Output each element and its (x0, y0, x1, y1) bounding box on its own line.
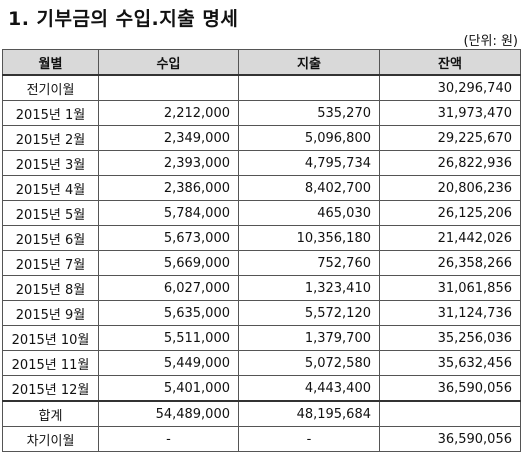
table-row: 2015년 4월 2,386,000 8,402,700 20,806,236 (2, 175, 521, 201)
carried-in-expense (238, 74, 380, 101)
month-cell: 2015년 12월 (2, 375, 99, 402)
table-row: 2015년 2월 2,349,000 5,096,800 29,225,670 (2, 125, 521, 151)
month-cell: 2015년 3월 (2, 150, 99, 176)
donation-ledger-table: 월별 수입 지출 잔액 전기이월 30,296,740 2015년 1월 2,21… (2, 49, 521, 452)
carried-out-row: 차기이월 - - 36,590,056 (2, 426, 521, 452)
total-income: 54,489,000 (98, 400, 239, 427)
income-cell: 5,635,000 (98, 300, 239, 326)
table-row: 2015년 11월 5,449,000 5,072,580 35,632,456 (2, 350, 521, 376)
income-cell: 5,784,000 (98, 200, 239, 226)
income-cell: 5,449,000 (98, 350, 239, 376)
expense-cell: 4,795,734 (238, 150, 380, 176)
expense-cell: 535,270 (238, 100, 380, 126)
table-row: 2015년 9월 5,635,000 5,572,120 31,124,736 (2, 300, 521, 326)
table-row: 2015년 1월 2,212,000 535,270 31,973,470 (2, 100, 521, 126)
header-expense: 지출 (238, 49, 380, 76)
table-row: 2015년 10월 5,511,000 1,379,700 35,256,036 (2, 325, 521, 351)
expense-cell: 1,323,410 (238, 275, 380, 301)
header-month: 월별 (2, 49, 99, 76)
expense-cell: 465,030 (238, 200, 380, 226)
carried-in-row: 전기이월 30,296,740 (2, 74, 521, 101)
unit-note: (단위: 원) (463, 34, 518, 49)
expense-cell: 4,443,400 (238, 375, 380, 402)
income-cell: 2,393,000 (98, 150, 239, 176)
carried-out-income: - (98, 426, 239, 452)
month-cell: 2015년 8월 (2, 275, 99, 301)
ledger-body: 전기이월 30,296,740 2015년 1월 2,212,000 535,270… (2, 74, 521, 452)
expense-cell: 5,072,580 (238, 350, 380, 376)
month-cell: 2015년 9월 (2, 300, 99, 326)
total-balance (379, 400, 521, 427)
expense-cell: 5,096,800 (238, 125, 380, 151)
table-row: 2015년 3월 2,393,000 4,795,734 26,822,936 (2, 150, 521, 176)
balance-cell: 35,256,036 (379, 325, 521, 351)
carried-in-label: 전기이월 (2, 74, 99, 101)
balance-cell: 26,125,206 (379, 200, 521, 226)
carried-out-balance: 36,590,056 (379, 426, 521, 452)
income-cell: 5,401,000 (98, 375, 239, 402)
income-cell: 5,673,000 (98, 225, 239, 251)
table-row: 2015년 6월 5,673,000 10,356,180 21,442,026 (2, 225, 521, 251)
carried-out-label: 차기이월 (2, 426, 99, 452)
expense-cell: 1,379,700 (238, 325, 380, 351)
balance-cell: 36,590,056 (379, 375, 521, 402)
table-row: 2015년 7월 5,669,000 752,760 26,358,266 (2, 250, 521, 276)
balance-cell: 31,124,736 (379, 300, 521, 326)
income-cell: 2,349,000 (98, 125, 239, 151)
carried-in-balance: 30,296,740 (379, 74, 521, 101)
table-row: 2015년 12월 5,401,000 4,443,400 36,590,056 (2, 375, 521, 402)
carried-in-income (98, 74, 239, 101)
income-cell: 6,027,000 (98, 275, 239, 301)
month-cell: 2015년 6월 (2, 225, 99, 251)
balance-cell: 20,806,236 (379, 175, 521, 201)
table-row: 2015년 8월 6,027,000 1,323,410 31,061,856 (2, 275, 521, 301)
expense-cell: 752,760 (238, 250, 380, 276)
balance-cell: 29,225,670 (379, 125, 521, 151)
total-label: 합계 (2, 400, 99, 427)
income-cell: 2,212,000 (98, 100, 239, 126)
carried-out-expense: - (238, 426, 380, 452)
document-title: 1. 기부금의 수입.지출 명세 (8, 8, 239, 30)
header-balance: 잔액 (379, 49, 521, 76)
balance-cell: 26,358,266 (379, 250, 521, 276)
expense-cell: 10,356,180 (238, 225, 380, 251)
income-cell: 5,669,000 (98, 250, 239, 276)
balance-cell: 35,632,456 (379, 350, 521, 376)
month-cell: 2015년 1월 (2, 100, 99, 126)
month-cell: 2015년 7월 (2, 250, 99, 276)
balance-cell: 31,973,470 (379, 100, 521, 126)
income-cell: 5,511,000 (98, 325, 239, 351)
month-cell: 2015년 4월 (2, 175, 99, 201)
table-row: 2015년 5월 5,784,000 465,030 26,125,206 (2, 200, 521, 226)
header-row: 월별 수입 지출 잔액 (2, 49, 521, 76)
balance-cell: 21,442,026 (379, 225, 521, 251)
header-income: 수입 (98, 49, 239, 76)
total-row: 합계 54,489,000 48,195,684 (2, 400, 521, 427)
income-cell: 2,386,000 (98, 175, 239, 201)
month-cell: 2015년 2월 (2, 125, 99, 151)
month-cell: 2015년 10월 (2, 325, 99, 351)
expense-cell: 5,572,120 (238, 300, 380, 326)
month-cell: 2015년 11월 (2, 350, 99, 376)
expense-cell: 8,402,700 (238, 175, 380, 201)
total-expense: 48,195,684 (238, 400, 380, 427)
balance-cell: 31,061,856 (379, 275, 521, 301)
month-cell: 2015년 5월 (2, 200, 99, 226)
balance-cell: 26,822,936 (379, 150, 521, 176)
